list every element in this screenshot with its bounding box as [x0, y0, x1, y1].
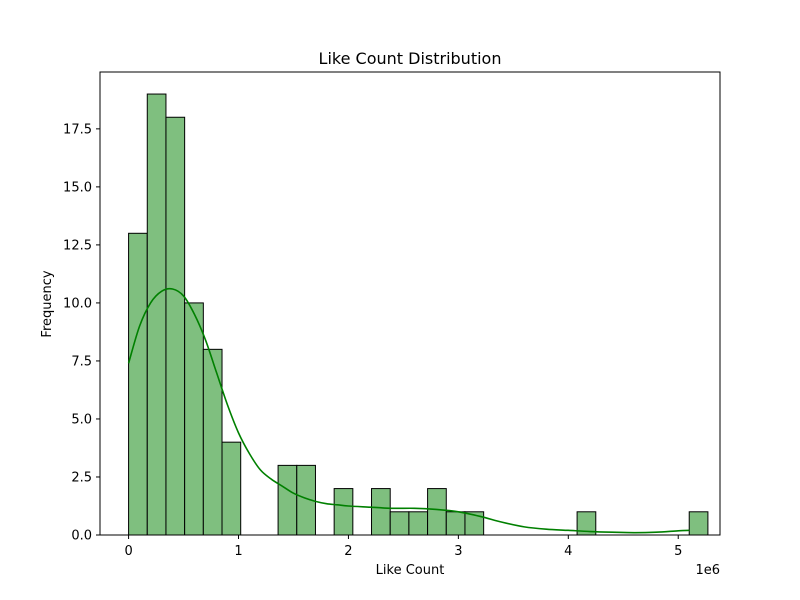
y-tick-label: 17.5	[63, 122, 92, 137]
histogram-bar	[371, 488, 391, 536]
histogram-bar	[221, 441, 242, 536]
histogram-bar	[277, 464, 298, 536]
kde-layer	[127, 287, 690, 534]
y-ticks: 0.0 2.5 5.0 7.5 10.0 12.5 15.0 17.5	[63, 122, 100, 544]
y-tick-label: 5.0	[71, 412, 92, 427]
chart-title: Like Count Distribution	[319, 49, 502, 68]
x-tick-label: 5	[674, 544, 682, 559]
y-tick-label: 0.0	[71, 529, 92, 544]
bars-layer	[128, 93, 709, 536]
histogram-bar	[184, 302, 204, 536]
histogram-bar	[333, 488, 354, 536]
x-axis-label: Like Count	[376, 563, 445, 578]
plot-frame	[99, 71, 721, 536]
histogram-bar	[165, 116, 186, 536]
histogram-bar	[146, 93, 167, 536]
x-tick-label: 2	[344, 544, 352, 559]
y-tick-label: 15.0	[63, 180, 92, 195]
histogram-bar	[445, 511, 466, 536]
y-axis-label: Frequency	[40, 270, 55, 337]
x-tick-label: 3	[454, 544, 462, 559]
y-tick-label: 12.5	[63, 238, 92, 253]
histogram-bar	[427, 488, 447, 536]
y-tick-label: 10.0	[63, 296, 92, 311]
histogram-bar	[202, 348, 223, 536]
histogram-bar	[389, 511, 410, 536]
x-offset-label: 1e6	[695, 563, 720, 578]
x-tick-label: 1	[234, 544, 242, 559]
x-tick-label: 4	[564, 544, 572, 559]
kde-curve	[127, 287, 690, 534]
x-tick-label: 0	[124, 544, 132, 559]
histogram-bar	[688, 511, 709, 536]
y-tick-label: 2.5	[71, 470, 92, 485]
histogram-bar	[408, 511, 429, 536]
histogram-bar	[128, 232, 148, 536]
y-tick-label: 7.5	[71, 354, 92, 369]
x-ticks: 0 1 2 3 4 5	[124, 535, 682, 559]
